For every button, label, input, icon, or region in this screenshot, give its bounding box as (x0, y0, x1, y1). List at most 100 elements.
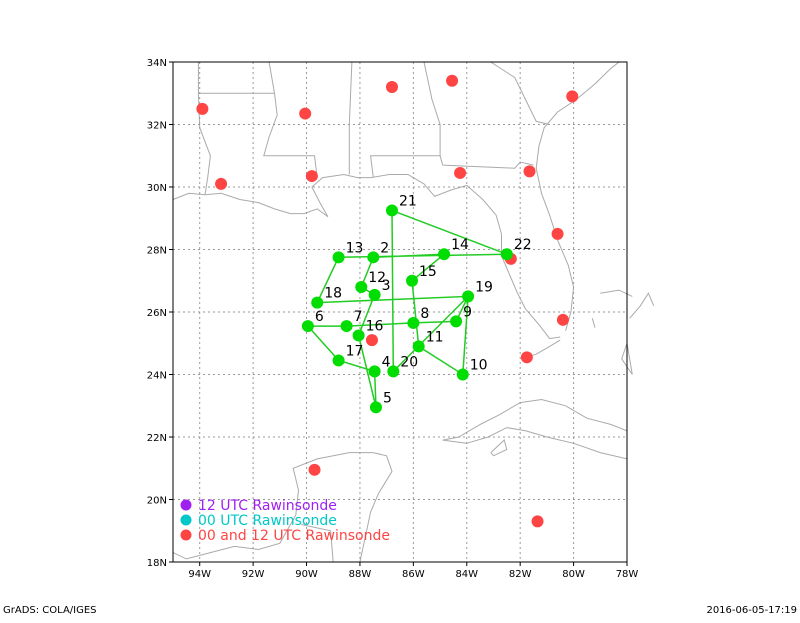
dropsonde-label: 17 (346, 343, 364, 359)
dropsonde-label: 2 (380, 240, 389, 256)
coastline-segment (442, 427, 628, 460)
dropsonde-marker (368, 365, 381, 378)
dropsonde-label: 18 (324, 286, 342, 302)
dropsonde-label: 16 (366, 318, 384, 334)
legend-marker (180, 529, 192, 541)
y-tick-label: 30N (147, 183, 167, 194)
dropsonde-label: 13 (346, 240, 364, 256)
y-tick-label: 28N (147, 246, 167, 257)
dropsonde-label: 3 (382, 278, 391, 294)
rawinsonde-marker (523, 165, 536, 178)
rawinsonde-marker (566, 90, 579, 103)
coastline-segment (263, 93, 318, 178)
dropsonde-marker (332, 354, 345, 367)
coastline-segment (442, 398, 628, 441)
dropsonde-label: 15 (419, 264, 437, 280)
dropsonde-marker (387, 365, 400, 378)
rawinsonde-marker (299, 107, 312, 120)
coastline-segment (600, 289, 633, 297)
dropsonde-label: 5 (383, 390, 392, 406)
x-tick-label: 86W (402, 569, 425, 580)
rawinsonde-marker (365, 334, 378, 347)
coastline-segment (629, 292, 655, 319)
dropsonde-marker (368, 288, 381, 301)
x-tick-label: 94W (188, 569, 211, 580)
rawinsonde-marker (305, 170, 318, 183)
coastline-segment (490, 439, 508, 457)
dropsonde-marker (438, 248, 451, 261)
legend-marker (180, 499, 192, 511)
x-tick-label: 88W (349, 569, 372, 580)
rawinsonde-sites (196, 74, 579, 528)
y-tick-label: 22N (147, 433, 167, 444)
x-tick-label: 90W (295, 569, 318, 580)
coastline-segment (292, 452, 393, 563)
dropsonde-marker (311, 296, 324, 309)
coastline-segment (591, 318, 596, 328)
rawinsonde-marker (308, 463, 321, 476)
rawinsonde-marker (551, 227, 564, 240)
dropsonde-marker (412, 340, 425, 353)
legend-label: 00 and 12 UTC Rawinsonde (198, 528, 390, 544)
dropsonde-label: 8 (420, 306, 429, 322)
y-tick-label: 20N (147, 496, 167, 507)
dropsonde-label: 21 (399, 193, 417, 209)
dropsonde-label: 19 (475, 279, 493, 295)
coastline-segment (301, 524, 334, 563)
legend-label: 12 UTC Rawinsonde (198, 498, 337, 514)
coastline-segment (172, 173, 561, 340)
dropsonde-label: 4 (382, 354, 391, 370)
dropsonde-marker (385, 204, 398, 217)
y-tick-label: 26N (147, 308, 167, 319)
rawinsonde-marker (556, 313, 569, 326)
rawinsonde-marker (196, 102, 209, 115)
coastline-layer (172, 61, 655, 563)
rawinsonde-marker (531, 515, 544, 528)
dropsonde-marker (352, 329, 365, 342)
rawinsonde-marker (385, 81, 398, 93)
dropsonde-label: 20 (400, 354, 418, 370)
coastline-segment (268, 61, 275, 94)
dropsonde-label: 7 (354, 309, 363, 325)
dropsonde-label: 10 (470, 358, 488, 374)
dropsonde-label: 6 (315, 309, 324, 325)
y-tick-label: 32N (147, 121, 167, 132)
dropsonde-label: 12 (368, 270, 386, 286)
dropsonde-marker (355, 281, 368, 293)
dropsonde-marker (456, 368, 469, 381)
dropsonde-marker (500, 248, 513, 261)
lat-lon-grid (173, 62, 627, 562)
dropsonde-marker (407, 316, 420, 329)
x-tick-label: 84W (455, 569, 478, 580)
rawinsonde-marker (520, 351, 533, 364)
y-tick-label: 24N (147, 371, 167, 382)
legend-label: 00 UTC Rawinsonde (198, 513, 337, 529)
rawinsonde-marker (454, 166, 467, 179)
dropsonde-label: 9 (463, 304, 472, 320)
dropsonde-marker (369, 401, 382, 414)
coastline-segment (172, 514, 297, 560)
dropsonde-marker (462, 290, 475, 303)
footer-left-text: GrADS: COLA/IGES (3, 605, 97, 616)
dropsonde-marker (450, 315, 463, 328)
x-tick-label: 80W (562, 569, 585, 580)
dropsonde-label: 11 (426, 329, 444, 345)
dropsonde-marker (340, 320, 353, 333)
dropsonde-label: 14 (451, 237, 469, 253)
legend-marker (180, 514, 192, 526)
rawinsonde-marker (446, 74, 459, 87)
x-tick-label: 78W (616, 569, 639, 580)
dropsonde-marker (301, 320, 314, 333)
coastline-segment (439, 155, 534, 169)
y-tick-label: 18N (147, 558, 167, 569)
coastline-segment (535, 61, 620, 331)
dropsonde-marker (367, 251, 380, 264)
rawinsonde-marker (215, 177, 228, 190)
coastline-segment (197, 62, 211, 195)
coastline-segment (490, 61, 550, 125)
dropsonde-label: 22 (514, 237, 532, 253)
